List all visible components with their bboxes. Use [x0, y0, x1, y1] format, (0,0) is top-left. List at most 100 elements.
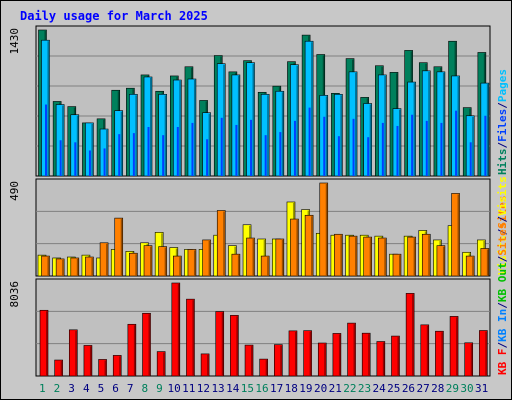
legend-kb-in: KB In: [496, 309, 509, 342]
kbf-bar-shade: [46, 311, 48, 376]
kbf-bar: [259, 358, 268, 377]
y-max-label: 490: [8, 181, 21, 201]
files-bar: [191, 122, 194, 176]
sites-bar-shade: [311, 216, 313, 276]
pages-bar-shade: [164, 95, 167, 176]
sites-bar-shade: [164, 247, 167, 276]
kbf-bar-shade: [119, 356, 121, 376]
files-bar: [250, 119, 253, 176]
legend-panel-1: Hits/Files/Pages: [496, 69, 509, 175]
files-bar: [469, 142, 472, 176]
sites-bar-shade: [340, 235, 343, 276]
pages-bar-shade: [150, 77, 152, 176]
files-bar: [337, 136, 340, 176]
kbf-bar-shade: [163, 352, 165, 376]
sites-bar-shade: [413, 238, 416, 276]
pages-bar-shade: [135, 95, 137, 176]
pages-bar-shade: [208, 113, 211, 176]
legend--: /: [496, 228, 509, 235]
sites-bar: [480, 248, 490, 277]
x-tick-label: 24: [373, 382, 387, 395]
pages-bar-shade: [486, 84, 489, 176]
x-tick-label: 3: [68, 382, 75, 395]
kbf-bar: [391, 335, 400, 377]
x-tick-label: 22: [343, 382, 356, 395]
sites-bar: [436, 245, 446, 277]
legend--: /: [496, 255, 509, 262]
panel-2: 490 Visits/Sites: [8, 178, 509, 277]
kbf-bar-shade: [397, 337, 400, 376]
sites-bar: [275, 238, 285, 277]
legend-visits: Visits: [496, 235, 509, 275]
sites-bar: [158, 246, 167, 277]
files-bar: [381, 122, 384, 176]
sites-bar: [319, 182, 329, 277]
x-tick-label: 10: [168, 382, 181, 395]
sites-bar: [70, 257, 80, 277]
kbf-bar: [332, 333, 342, 377]
files-bar: [425, 120, 428, 176]
kbf-bar: [361, 332, 371, 377]
kbf-bar: [376, 341, 386, 377]
chart-title: Daily usage for March 2025: [20, 9, 208, 23]
x-tick-label: 7: [127, 382, 134, 395]
legend-visits: Visits: [496, 176, 509, 216]
files-bar: [411, 114, 414, 176]
x-tick-label: 20: [314, 382, 327, 395]
kbf-bar-shade: [368, 334, 370, 376]
x-tick-label: 14: [226, 382, 240, 395]
x-tick-label: 2: [54, 382, 61, 395]
files-bar: [235, 124, 238, 176]
pages-bar-shade: [179, 81, 181, 176]
kbf-bar-shade: [426, 325, 429, 376]
sites-bar: [392, 253, 402, 277]
x-tick-label: 19: [299, 382, 312, 395]
x-tick-label: 23: [358, 382, 371, 395]
kbf-bar: [186, 298, 195, 377]
pages-bar-shade: [442, 72, 445, 176]
files-bar: [176, 126, 179, 176]
sites-bar-shade: [237, 255, 240, 276]
kbf-bar-shade: [353, 324, 356, 376]
x-tick-label: 18: [285, 382, 298, 395]
sites-bar: [99, 242, 109, 277]
legend--: /: [496, 102, 509, 109]
legend-panel-2: Visits/Sites: [496, 196, 509, 276]
kbf-bar: [288, 330, 298, 377]
x-tick-label: 26: [402, 382, 415, 395]
sites-bar-shade: [281, 239, 284, 276]
pages-bar-shade: [325, 96, 328, 176]
kbf-bar-shade: [148, 314, 151, 376]
kbf-bar: [171, 282, 181, 377]
kbf-bar: [405, 293, 415, 377]
kbf-bar-shade: [456, 317, 458, 376]
sites-bar-shade: [486, 249, 489, 276]
kbf-bar-shade: [89, 346, 92, 376]
x-tick-label: 4: [83, 382, 90, 395]
files-bar: [323, 116, 326, 176]
pages-bar-shade: [413, 83, 416, 176]
sites-bar-shade: [91, 258, 94, 276]
files-bar: [88, 150, 91, 176]
files-bar: [59, 140, 62, 176]
kbf-bar-shade: [324, 344, 326, 376]
y-max-label: 8036: [8, 281, 21, 308]
legend-hits: Hits: [496, 149, 509, 176]
pages-bar-shade: [296, 65, 299, 176]
files-bar: [396, 125, 399, 176]
kbf-bar: [230, 315, 239, 377]
sites-bar: [55, 258, 65, 277]
sites-bar: [231, 253, 241, 277]
files-bar: [367, 137, 370, 176]
kbf-bar: [83, 345, 93, 377]
sites-bar: [451, 193, 460, 277]
x-tick-label: 25: [387, 382, 400, 395]
sites-bar: [129, 252, 138, 277]
files-bar: [206, 139, 209, 176]
pages-bar-shade: [311, 42, 313, 176]
kbf-bar: [215, 311, 225, 377]
kbf-bar: [317, 342, 327, 377]
files-bar: [74, 142, 77, 176]
